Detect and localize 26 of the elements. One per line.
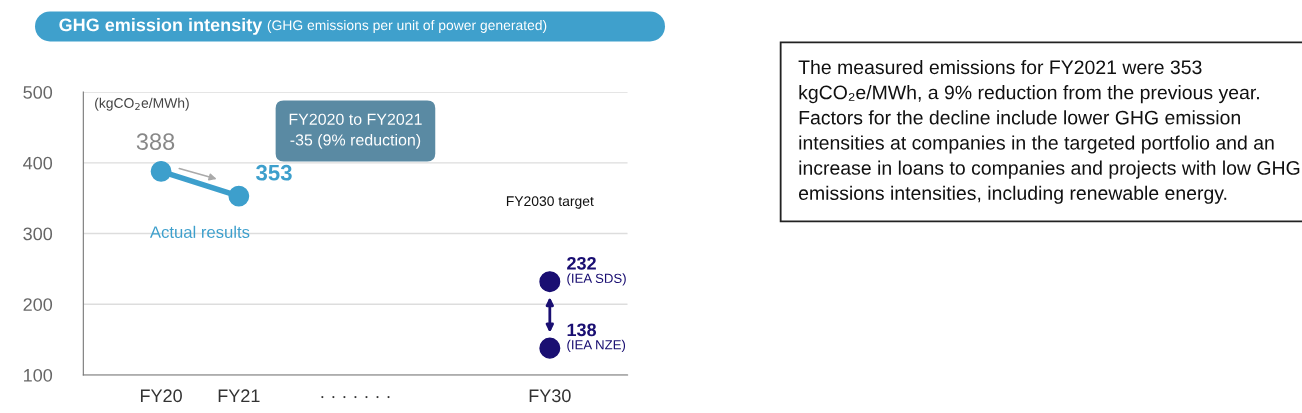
point	[150, 160, 172, 182]
annotation: FY2030 target	[506, 196, 594, 209]
point	[539, 337, 561, 359]
y-tick-label: 400	[23, 156, 53, 170]
text: · · · · · · ·	[321, 396, 390, 399]
data-label: 232	[567, 256, 596, 270]
x-tick-label: FY20	[140, 389, 182, 403]
x-tick-label: FY21	[218, 389, 260, 402]
series-label: (IEA NZE)	[567, 339, 626, 353]
data-label: 138	[567, 323, 597, 337]
y-axis-title: (kgCO$_{2}$e/MWh)	[95, 97, 189, 111]
data-label: 388	[136, 133, 175, 150]
y-tick-label: 100	[24, 368, 53, 382]
series-label: Actual results	[149, 225, 250, 239]
y-tick-label: 300	[23, 227, 53, 241]
y-tick-label: 200	[23, 298, 53, 311]
data-label: 353	[256, 164, 292, 181]
y-tick-label: 500	[23, 86, 53, 99]
text: The measured emissions for FY2021 were 353 kgCO₂e/MWh, a 9% reduction from the previous year. Factors for the decline include lower GHG emission intensities at companies in the targeted portfolio and an increase in loans to companies and projects with low GHG emissions intensities, including renewable energy.	[798, 59, 1300, 204]
point	[539, 271, 561, 293]
series-label: (IEA SDS)	[567, 273, 626, 286]
x-tick-label: FY30	[529, 389, 571, 403]
point	[228, 185, 250, 207]
chart-subtitle: (GHG emissions per unit of power generated)	[267, 19, 547, 33]
chart-title: GHG emission intensity	[59, 18, 263, 35]
annotation: FY2020 to FY2021 -35 (9% reduction)	[289, 113, 422, 149]
